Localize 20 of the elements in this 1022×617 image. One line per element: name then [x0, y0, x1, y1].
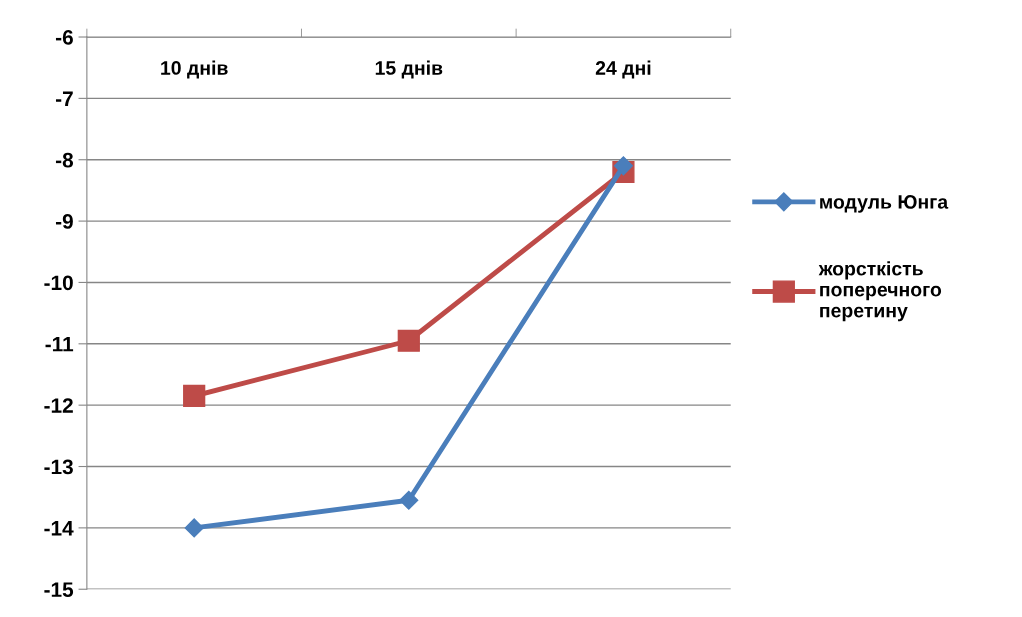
- y-tick-label: -8: [55, 152, 74, 168]
- x-tick-label: 24 дні: [595, 60, 651, 79]
- y-tick-label: -9: [55, 214, 73, 229]
- point: [183, 384, 206, 408]
- y-tick-label: -7: [55, 91, 73, 106]
- x-tick-label: 15 днів: [375, 60, 443, 79]
- y-tick-label: -12: [44, 398, 73, 413]
- legend-label: модуль Юнга: [820, 195, 949, 213]
- point: [399, 490, 419, 510]
- y-tick-label: -10: [44, 275, 73, 291]
- point: [397, 329, 420, 352]
- point: [184, 518, 204, 538]
- y-tick-label: -14: [44, 521, 74, 536]
- y-tick-label: -11: [45, 337, 74, 352]
- legend-label: жорсткість поперечного перетину: [818, 261, 942, 322]
- y-tick-label: -13: [44, 459, 73, 475]
- point: [613, 156, 633, 176]
- x-tick-label: 10 днів: [161, 60, 228, 79]
- y-tick-label: -15: [44, 582, 74, 597]
- y-tick-label: -6: [55, 30, 73, 45]
